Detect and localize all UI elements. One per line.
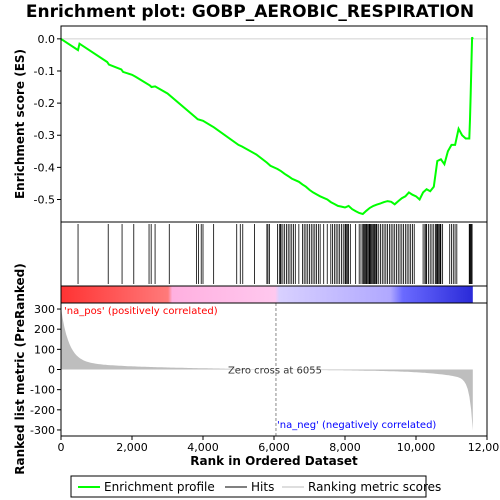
legend: Enrichment profile Hits Ranking metric s… [70, 475, 441, 498]
x-tick-label: 12,000 [468, 441, 500, 454]
es-y-ticks: 0.0 -0.1 -0.2 -0.3 -0.4 -0.5 [34, 33, 61, 207]
es-tick-label: -0.3 [34, 129, 55, 142]
metric-tick-label: 100 [34, 343, 55, 356]
metric-y-axis-title: Ranked list metric (PreRanked) [13, 263, 27, 475]
es-tick-label: 0.0 [38, 33, 56, 46]
es-panel: 0.0 -0.1 -0.2 -0.3 -0.4 -0.5 [34, 25, 488, 223]
ranking-metric-area [61, 308, 473, 431]
legend-label-ranking: Ranking metric scores [308, 480, 441, 494]
x-tick-label: 4,000 [187, 441, 219, 454]
x-tick-label: 2,000 [116, 441, 148, 454]
metric-tick-label: 200 [34, 323, 55, 336]
ranking-gradient [61, 286, 473, 303]
enrichment-profile-line [60, 36, 474, 216]
es-y-axis-title: Enrichment score (ES) [13, 49, 27, 199]
x-tick-label: 6,000 [258, 441, 290, 454]
x-tick-label: 8,000 [329, 441, 361, 454]
metric-tick-label: 300 [34, 303, 55, 316]
pos-correlated-label: 'na_pos' (positively correlated) [64, 306, 218, 317]
legend-label-hits: Hits [251, 480, 274, 494]
es-tick-label: -0.5 [34, 194, 55, 207]
es-tick-label: -0.1 [34, 65, 55, 78]
ranking-color-bar [60, 285, 488, 304]
x-axis-ticks: 0 2,000 4,000 6,000 8,000 10,000 12,000 [58, 436, 500, 454]
x-axis-title: Rank in Ordered Dataset [190, 454, 358, 468]
metric-tick-label: -100 [30, 384, 55, 397]
legend-box [70, 475, 427, 498]
metric-tick-label: 0 [48, 364, 55, 377]
legend-label-enrichment: Enrichment profile [104, 480, 215, 494]
es-panel-background [61, 26, 487, 222]
es-tick-label: -0.4 [34, 161, 55, 174]
metric-tick-label: -200 [30, 404, 55, 417]
hits-panel [60, 221, 488, 287]
es-tick-label: -0.2 [34, 97, 55, 110]
chart-title: Enrichment plot: GOBP_AEROBIC_RESPIRATIO… [26, 2, 474, 22]
metric-panel: 300 200 100 0 -100 -200 -300 Zero cross at 605… [30, 302, 488, 437]
metric-tick-label: -300 [30, 424, 55, 437]
zero-cross-label: Zero cross at 6055 [228, 366, 322, 377]
x-tick-label: 0 [58, 441, 65, 454]
x-tick-label: 10,000 [397, 441, 436, 454]
hit-markers [77, 224, 473, 284]
neg-correlated-label: 'na_neg' (negatively correlated) [277, 420, 436, 431]
metric-y-ticks: 300 200 100 0 -100 -200 -300 [30, 303, 61, 437]
